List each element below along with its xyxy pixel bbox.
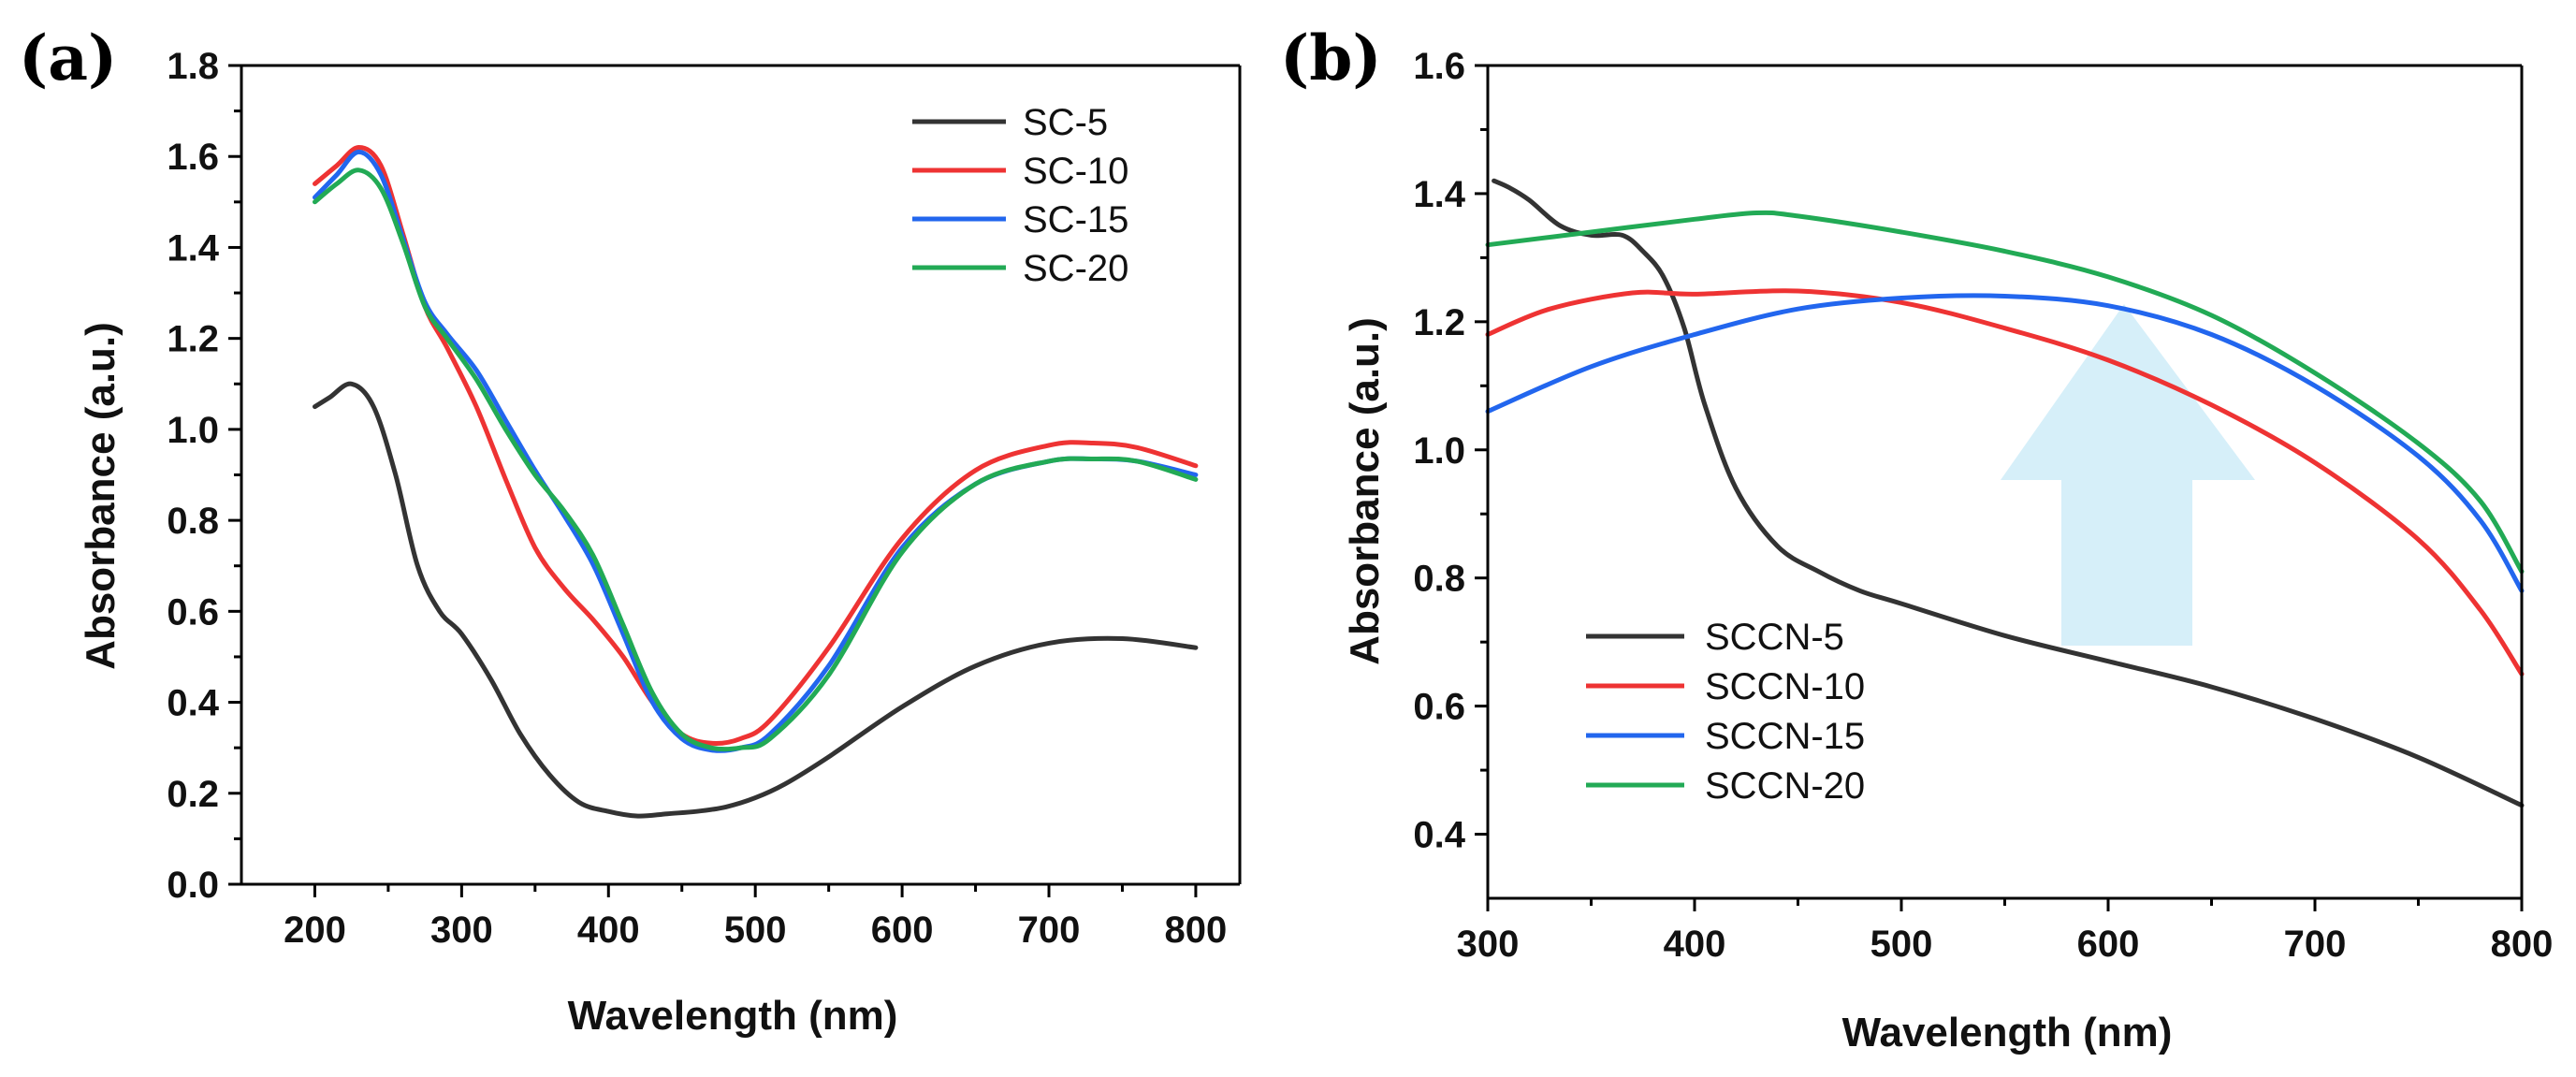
panel-a-y-tick-label: 1.4 [167, 227, 219, 269]
panel-a-chart: (a) 200 300 400 500 600 700 800 0.0 0.2 0.4 0.6 0.8… [19, 22, 1242, 1039]
panel-a-y-tick-label: 0.6 [167, 591, 219, 633]
panel-b-x-tick-label: 600 [2077, 924, 2140, 965]
panel-a-y-axis-title: Absorbance (a.u.) [78, 322, 124, 670]
panel-a-x-tick-label: 700 [1018, 910, 1081, 951]
panel-a-y-tick-label: 1.8 [167, 46, 219, 87]
panel-a-y-tick-label: 1.2 [167, 319, 219, 360]
panel-a-x-tick-label: 200 [284, 910, 346, 951]
panel-a-y-tick-label: 1.6 [167, 137, 219, 178]
panel-b-legend-label-sccn-20: SCCN-20 [1705, 765, 1865, 807]
panel-a-series-line-sc-20 [313, 167, 1199, 752]
panel-a-x-tick-label: 600 [871, 910, 934, 951]
panel-a-x-tick-label: 800 [1165, 910, 1228, 951]
panel-b-legend-label-sccn-5: SCCN-5 [1705, 617, 1844, 658]
panel-b-y-tick-label: 0.8 [1413, 559, 1465, 600]
panel-b-series-line-sccn-5 [1492, 178, 2525, 808]
panel-b-y-tick-label: 1.4 [1413, 174, 1465, 215]
panel-b-legend-label-sccn-10: SCCN-10 [1705, 666, 1865, 707]
panel-a-series-line-sc-5 [313, 381, 1199, 819]
panel-a-x-axis-title: Wavelength (nm) [568, 993, 898, 1039]
increase-arrow-icon [2001, 304, 2255, 646]
panel-b-legend-label-sccn-15: SCCN-15 [1705, 716, 1865, 757]
panel-b-y-tick-label: 1.2 [1413, 302, 1465, 343]
panel-a-y-tick-label: 0.0 [167, 865, 219, 906]
panel-a-x-tick-label: 400 [577, 910, 640, 951]
panel-b-x-tick-label: 400 [1664, 924, 1726, 965]
panel-b-y-tick-label: 1.6 [1413, 46, 1465, 87]
panel-a-x-tick-label: 300 [430, 910, 493, 951]
panel-b-y-tick-label: 0.6 [1413, 687, 1465, 728]
panel-a-legend-label-sc-5: SC-5 [1023, 102, 1108, 143]
panel-b-chart: (b) 300 400 500 600 700 800 0.4 0.6 0.8 1.0 1.2 1.4… [1280, 22, 2553, 1055]
panel-a-legend-label-sc-10: SC-10 [1023, 151, 1128, 192]
panel-a-legend-label-sc-20: SC-20 [1023, 248, 1128, 289]
panel-b-x-tick-label: 800 [2491, 924, 2554, 965]
panel-b-x-tick-label: 700 [2284, 924, 2347, 965]
panel-a-label: (a) [19, 22, 117, 95]
panel-b-series-line-sccn-15 [1485, 293, 2525, 593]
panel-b-x-axis-title: Wavelength (nm) [1842, 1010, 2173, 1055]
panel-a-y-tick-label: 1.0 [167, 410, 219, 451]
panel-a-legend-label-sc-15: SC-15 [1023, 199, 1128, 240]
panel-a-y-tick-label: 0.4 [167, 683, 219, 724]
panel-b-y-axis-title: Absorbance (a.u.) [1342, 317, 1388, 665]
panel-b-label: (b) [1280, 22, 1382, 95]
panel-a-series-line-sc-15 [313, 149, 1199, 753]
panel-b-x-tick-label: 300 [1457, 924, 1520, 965]
panel-a-y-tick-label: 0.2 [167, 774, 219, 815]
panel-b-y-tick-label: 0.4 [1413, 815, 1465, 856]
panel-a-x-tick-label: 500 [724, 910, 787, 951]
panel-b-series-line-sccn-20 [1485, 210, 2525, 575]
panel-b-series-line-sccn-10 [1485, 288, 2525, 677]
panel-b-x-tick-label: 500 [1870, 924, 1933, 965]
panel-a-y-tick-label: 0.8 [167, 501, 219, 542]
panel-b-y-tick-label: 1.0 [1413, 430, 1465, 472]
